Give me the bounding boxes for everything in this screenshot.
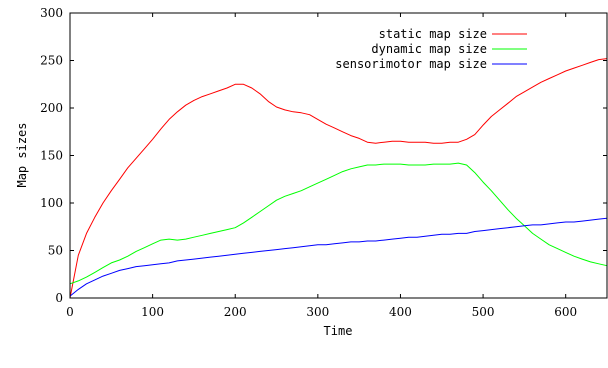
legend-label-3: sensorimotor map size [335, 57, 487, 71]
y-tick-label: 200 [40, 101, 63, 115]
x-tick-label: 100 [141, 305, 164, 319]
series-line-1 [69, 58, 608, 299]
x-tick-label: 300 [306, 305, 329, 319]
y-tick-label: 100 [40, 196, 63, 210]
series-line-3 [69, 217, 608, 297]
x-tick-label: 400 [389, 305, 412, 319]
x-tick-label: 500 [472, 305, 495, 319]
x-axis-ticks: 0 100 200 300 400 500 600 [66, 13, 577, 319]
y-tick-label: 50 [48, 244, 63, 258]
y-axis-title: Map sizes [15, 122, 29, 187]
x-axis-title: Time [324, 324, 353, 338]
y-axis-ticks: 0 50 100 150 200 250 300 [40, 6, 607, 305]
legend-label-1: static map size [379, 27, 487, 41]
y-tick-label: 300 [40, 6, 63, 20]
x-tick-label: 0 [66, 305, 74, 319]
y-tick-label: 250 [40, 54, 63, 68]
series-line-2 [69, 162, 608, 285]
legend-label-2: dynamic map size [371, 42, 487, 56]
x-tick-label: 600 [554, 305, 577, 319]
y-tick-label: 150 [40, 149, 63, 163]
series-layer [69, 58, 608, 299]
x-tick-label: 200 [224, 305, 247, 319]
y-tick-label: 0 [55, 291, 63, 305]
